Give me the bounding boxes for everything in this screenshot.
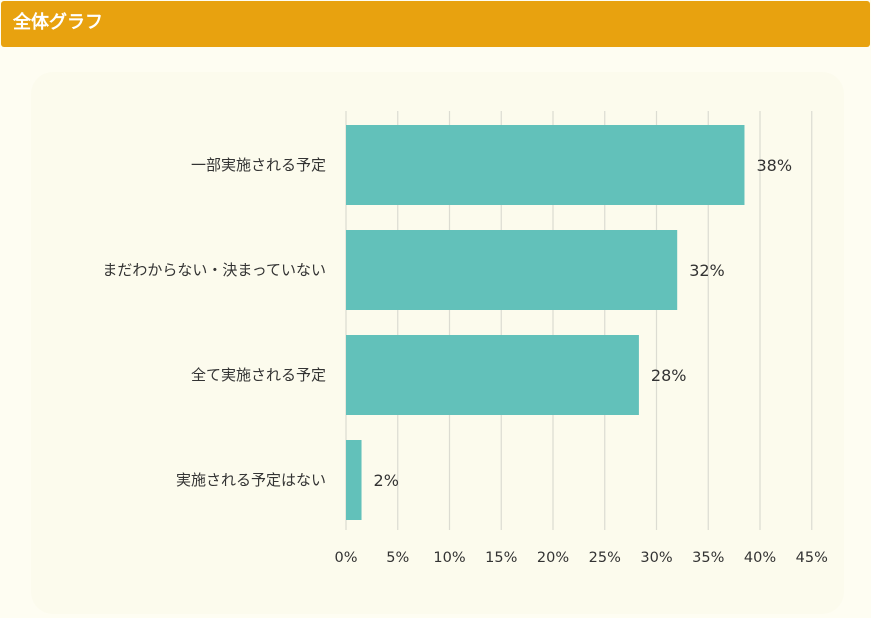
category-label: 一部実施される予定: [191, 156, 326, 174]
x-tick-label: 5%: [386, 550, 409, 566]
x-tick-label: 30%: [640, 550, 672, 566]
x-tick-label: 40%: [744, 550, 776, 566]
category-label: まだわからない・決まっていない: [102, 261, 326, 279]
bar: [346, 335, 639, 415]
category-label: 全て実施される予定: [191, 366, 326, 384]
x-tick-label: 10%: [433, 550, 465, 566]
x-tick-label: 35%: [692, 550, 724, 566]
value-label: 32%: [689, 261, 725, 280]
x-tick-label: 20%: [537, 550, 569, 566]
x-tick-label: 0%: [334, 550, 357, 566]
value-label: 38%: [756, 156, 792, 175]
x-tick-label: 25%: [589, 550, 621, 566]
x-tick-label: 15%: [485, 550, 517, 566]
category-label: 実施される予定はない: [176, 471, 326, 489]
header-bar: 全体グラフ: [1, 1, 870, 47]
bar: [346, 125, 745, 205]
header-title: 全体グラフ: [13, 12, 103, 33]
bar: [346, 440, 362, 520]
value-label: 28%: [651, 366, 687, 385]
value-label: 2%: [374, 471, 399, 490]
bar: [346, 230, 678, 310]
x-tick-label: 45%: [796, 550, 828, 566]
